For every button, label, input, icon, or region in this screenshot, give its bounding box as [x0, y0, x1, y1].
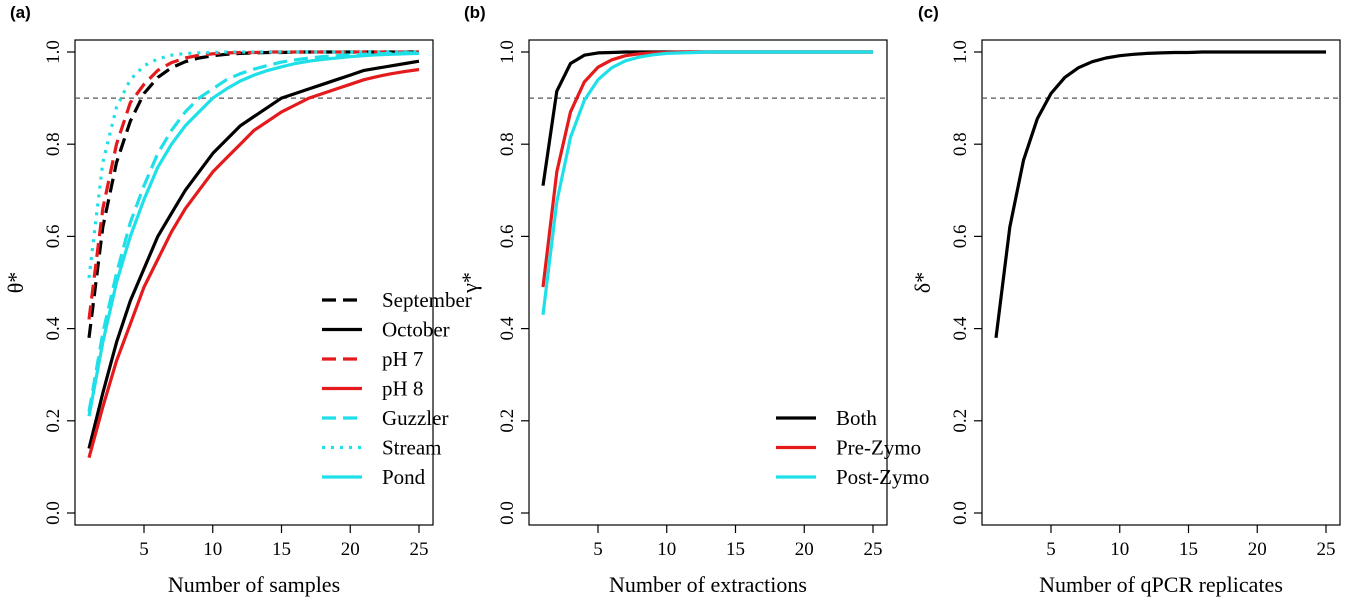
plot-frame — [528, 39, 888, 526]
x-tick-label: 5 — [139, 539, 149, 560]
y-tick-label: 1.0 — [497, 40, 518, 64]
legend-label: Post-Zymo — [836, 465, 929, 489]
series-line-pond — [87, 51, 420, 417]
plot-frame — [981, 39, 1341, 526]
x-tick-label: 15 — [272, 539, 291, 560]
y-tick-label: 0.4 — [497, 316, 518, 340]
x-tick-label: 20 — [341, 539, 360, 560]
y-tick-label: 0.4 — [43, 316, 64, 340]
y-tick-label: 0.6 — [497, 225, 518, 249]
series-line-ph-8 — [87, 67, 420, 459]
y-tick-label: 1.0 — [43, 40, 64, 64]
y-tick-label: 1.0 — [950, 40, 971, 64]
series-line-post-zymo — [541, 50, 873, 315]
legend-label: October — [382, 318, 450, 342]
panel-label: (a) — [10, 3, 31, 22]
y-axis-title: δ* — [910, 272, 935, 293]
y-tick-label: 0.2 — [950, 409, 971, 433]
x-tick-label: 5 — [593, 539, 603, 560]
y-tick-label: 0.8 — [497, 132, 518, 156]
y-axis-title: γ* — [457, 272, 482, 294]
legend-label: Stream — [382, 436, 441, 460]
legend: September October pH 7 pH 8 Guzzler Stream Pon… — [322, 288, 472, 489]
series-line-october — [87, 59, 420, 449]
chart-panel-b: (b) 5 10 15 20 25 0.0 0.2 0.4 0.6 0.8 1.0 Number of … — [457, 3, 929, 597]
y-tick-label: 0.6 — [43, 225, 64, 249]
legend-label: September — [382, 288, 472, 312]
y-tick-label: 0.4 — [950, 316, 971, 340]
x-tick-label: 20 — [795, 539, 814, 560]
y-axis-title: θ* — [3, 272, 28, 294]
x-tick-label: 25 — [864, 539, 883, 560]
legend-label: Both — [836, 406, 877, 430]
x-axis-title: Number of qPCR replicates — [1039, 572, 1283, 597]
x-tick-label: 25 — [1317, 539, 1336, 560]
series-line-stream — [87, 50, 419, 279]
legend-label: Guzzler — [382, 406, 448, 430]
x-tick-label: 5 — [1046, 539, 1056, 560]
x-tick-label: 10 — [657, 539, 676, 560]
x-axis-title: Number of extractions — [609, 572, 807, 597]
x-axis-title: Number of samples — [168, 572, 340, 597]
legend-label: Pre-Zymo — [836, 436, 921, 460]
panel-label: (b) — [464, 3, 486, 22]
y-tick-label: 0.8 — [43, 132, 64, 156]
y-tick-label: 0.2 — [43, 409, 64, 433]
x-tick-label: 15 — [726, 539, 745, 560]
x-tick-label: 15 — [1179, 539, 1198, 560]
series-line-delta — [994, 50, 1326, 338]
legend-label: Pond — [382, 465, 426, 489]
legend: Both Pre-Zymo Post-Zymo — [776, 406, 929, 489]
y-tick-label: 0.0 — [43, 501, 64, 525]
x-tick-label: 10 — [1110, 539, 1129, 560]
x-tick-label: 25 — [410, 539, 429, 560]
x-tick-label: 20 — [1248, 539, 1267, 560]
chart-panel-a: (a) 5 10 15 20 25 0.0 0.2 0.4 0.6 0.8 1.0 Number of … — [3, 3, 472, 597]
legend-label: pH 8 — [382, 377, 423, 401]
chart-panel-c: (c) 5 10 15 20 25 0.0 0.2 0.4 0.6 0.8 1.0 Number of … — [910, 3, 1341, 597]
legend-label: pH 7 — [382, 347, 423, 371]
series-line-september — [87, 50, 419, 338]
y-tick-label: 0.0 — [950, 501, 971, 525]
x-tick-label: 10 — [203, 539, 222, 560]
y-tick-label: 0.8 — [950, 132, 971, 156]
plot-frame — [74, 39, 434, 526]
y-tick-label: 0.0 — [497, 501, 518, 525]
y-tick-label: 0.2 — [497, 409, 518, 433]
panel-label: (c) — [918, 3, 939, 22]
y-tick-label: 0.6 — [950, 225, 971, 249]
